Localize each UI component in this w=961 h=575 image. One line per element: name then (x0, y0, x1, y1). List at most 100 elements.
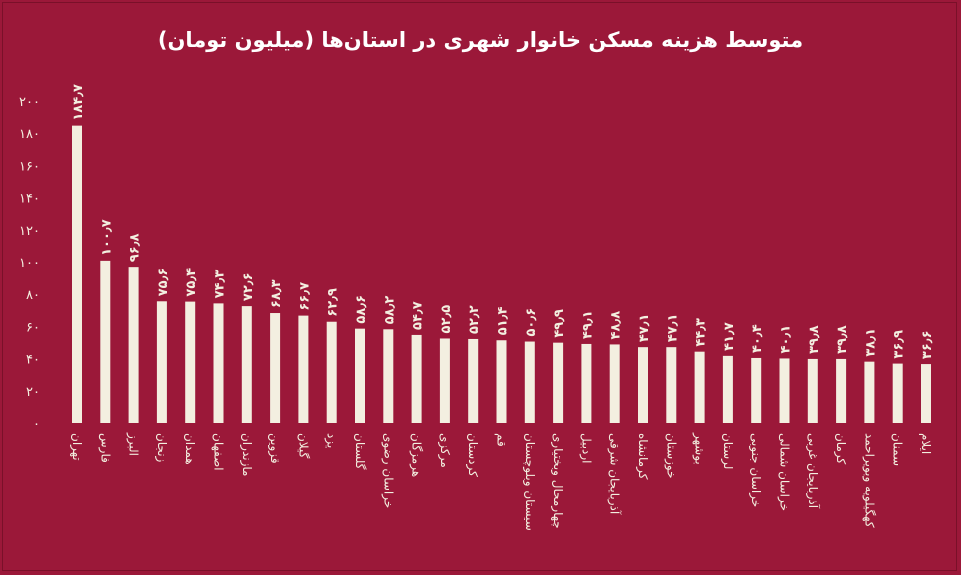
bar (439, 338, 450, 423)
category-label: تهران (69, 433, 84, 461)
value-label: ۴۰٫۴ (750, 324, 765, 353)
category-label: خراسان رضوی (380, 433, 395, 508)
bar (892, 363, 903, 423)
value-label: ۵۰٫۶ (524, 308, 539, 337)
y-tick-label: ۱۲۰ (19, 224, 40, 239)
category-label: کردستان (465, 433, 480, 477)
category-label: آذربایجان غربی (805, 433, 821, 509)
bar (355, 328, 365, 423)
category-label: فارس (97, 433, 112, 463)
category-label: گلستان (353, 433, 367, 470)
bar (638, 347, 648, 423)
bar (298, 315, 309, 423)
category-label: هرمزگان (409, 433, 424, 477)
value-label: ۴۷٫۱ (665, 313, 680, 342)
bar (666, 347, 677, 423)
y-tick-label: ۲۰۰ (19, 95, 40, 110)
value-label: ۶۲٫۹ (326, 288, 341, 317)
value-label: ۷۴٫۳ (213, 270, 228, 299)
bar (156, 301, 167, 423)
value-label: ۴۰٫۱ (779, 325, 794, 354)
bar (411, 334, 422, 423)
y-tick-label: ۸۰ (26, 288, 40, 303)
bar (722, 355, 733, 423)
value-label: ۳۶٫۶ (920, 330, 935, 359)
bar (836, 358, 847, 423)
category-label: سمنان (891, 433, 905, 466)
y-tick-label: ۱۰۰ (19, 256, 40, 271)
category-label: مازندران (239, 433, 254, 476)
bar (807, 358, 818, 423)
category-label: مرکزی (437, 433, 452, 468)
value-label: ۹۶٫۸ (128, 233, 143, 262)
y-tick-label: ۱۶۰ (19, 159, 40, 174)
bar (326, 321, 337, 423)
value-label: ۴۱٫۷ (722, 322, 737, 351)
bar (241, 306, 252, 423)
category-label: گیلان (296, 433, 310, 459)
value-label: ۷۵٫۴ (184, 268, 199, 297)
bar (100, 260, 111, 423)
value-label: ۴۸٫۸ (609, 311, 624, 340)
category-label: خراسان شمالی (777, 433, 792, 511)
bar (383, 329, 394, 423)
category-label: کهگیلویه وبویراحمد (861, 433, 876, 528)
y-tick-label: ۱۸۰ (19, 127, 40, 142)
y-tick-label: ۶۰ (26, 320, 40, 335)
bar (581, 343, 592, 423)
bar (609, 344, 620, 423)
y-tick-label: ۴۰ (26, 353, 40, 368)
category-label: یزد (324, 433, 339, 448)
value-label: ۵۲٫۵ (439, 305, 454, 334)
bar (694, 351, 705, 423)
value-label: ۷۵٫۶ (156, 268, 171, 297)
value-label: ۵۸٫۲ (382, 296, 397, 325)
value-label: ۴۷٫۱ (637, 313, 652, 342)
value-label: ۳۹٫۸ (807, 325, 822, 354)
chart-title: متوسط هزینه مسکن خانوار شهری در استان‌ها… (157, 28, 804, 52)
value-label: ۱۸۴٫۷ (71, 84, 86, 121)
value-label: ۵۴٫۷ (411, 301, 426, 330)
y-tick-label: ۰ (33, 417, 40, 432)
category-label: خوزستان (663, 433, 678, 479)
category-label: ایلام (919, 433, 933, 454)
bar (524, 341, 535, 423)
value-label: ۶۸٫۳ (269, 279, 284, 308)
bar (213, 303, 224, 423)
category-label: همدان (183, 433, 197, 465)
bar (185, 301, 196, 423)
category-label: سیستان وبلوچستان (522, 433, 537, 531)
value-label: ۴۹٫۹ (552, 309, 567, 338)
bar (468, 338, 479, 423)
y-tick-label: ۱۴۰ (19, 192, 40, 207)
category-label: البرز (126, 432, 141, 456)
value-label: ۵۲٫۲ (467, 305, 482, 334)
y-tick-label: ۲۰ (26, 385, 40, 400)
value-label: ۳۸٫۱ (863, 328, 878, 357)
bar (496, 340, 507, 423)
category-label: چهارمحال وبختیاری (550, 433, 565, 529)
bar (864, 361, 875, 423)
value-label: ۶۶٫۷ (297, 282, 312, 311)
bar (128, 267, 139, 423)
bar (779, 358, 790, 423)
category-label: قم (495, 433, 509, 447)
bar (921, 364, 931, 423)
value-label: ۴۴٫۳ (694, 318, 709, 347)
category-label: بوشهر (692, 432, 707, 465)
value-label: ۳۶٫۹ (892, 330, 907, 359)
value-label: ۷۲٫۶ (241, 272, 256, 301)
value-label: ۵۱٫۴ (496, 307, 511, 336)
category-label: کرمانشاه (635, 433, 650, 480)
value-label: ۵۸٫۶ (354, 295, 369, 324)
category-label: اردبیل (578, 433, 593, 464)
category-label: قزوین (267, 433, 282, 464)
value-label: ۴۹٫۱ (580, 310, 595, 339)
bar (270, 313, 281, 423)
category-label: کرمان (833, 433, 848, 465)
bar (72, 125, 82, 424)
bar (553, 342, 564, 423)
category-label: زنجان (154, 433, 169, 463)
